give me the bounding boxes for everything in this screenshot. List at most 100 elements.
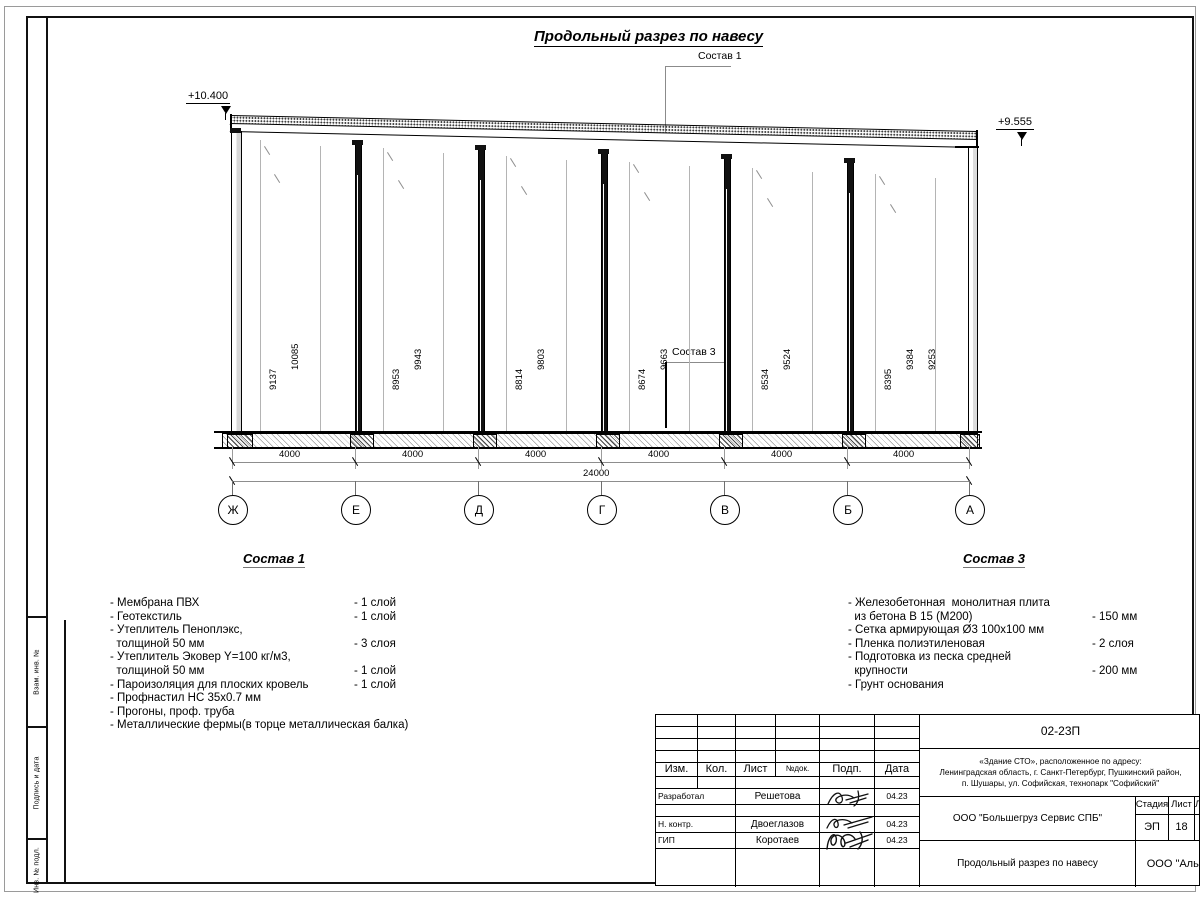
column-cap-d — [475, 145, 486, 150]
axis-bubble-zh[interactable]: Ж — [218, 495, 248, 525]
bay-ext-line-1 — [232, 447, 233, 469]
tb-role-name-2: Коротаев — [736, 833, 820, 849]
height-dim-7: 8674 — [637, 368, 648, 390]
ground-line-top — [214, 431, 982, 433]
margin-block-inv: Инв. № подл. — [26, 838, 48, 900]
spec-row: толщиной 50 мм - 3 слоя — [110, 638, 550, 652]
tb-role-spacer-3-c1 — [656, 849, 736, 887]
height-dim-10: 9524 — [782, 348, 793, 370]
height-dim-5: 8814 — [514, 368, 525, 390]
axis-bubble-b[interactable]: Б — [833, 495, 863, 525]
column-axis-zh — [231, 131, 242, 431]
tb-role-label-2: ГИП — [656, 833, 736, 849]
spec-item-text: - Прогоны, проф. труба — [110, 705, 235, 718]
spec-row: - Железобетонная монолитная плита — [848, 597, 1178, 611]
axis-bubble-e[interactable]: Е — [341, 495, 371, 525]
bay-dim-label-6: 4000 — [893, 449, 915, 460]
axis-bubble-d[interactable]: Д — [464, 495, 494, 525]
tb-role-spacer-1-c1 — [656, 777, 698, 789]
leader-line-sostav1-horizontal — [665, 66, 731, 67]
spec-item-text: - Пароизоляция для плоских кровель — [110, 678, 309, 691]
tb-blank-r4c5 — [820, 751, 875, 763]
leader-line-sostav1-vertical — [665, 66, 666, 138]
bay-tie-10 — [812, 172, 813, 432]
height-dim-3: 8953 — [391, 368, 402, 390]
tb-object-description: «Здание СТО», расположенное по адресу: Л… — [920, 749, 1200, 797]
axis-bubble-v[interactable]: В — [710, 495, 740, 525]
tb-blank-r2c6 — [875, 727, 920, 739]
spec-row: крупности - 200 мм — [848, 665, 1178, 679]
bay-tie-12 — [935, 178, 936, 432]
column-cap-g — [598, 149, 609, 154]
sostav1-spec-list: - Мембрана ПВХ - 1 слой - Геотекстиль - 1 с… — [110, 597, 550, 733]
spec-item-qty: - 1 слой — [354, 664, 397, 677]
axis-bubble-a[interactable]: А — [955, 495, 985, 525]
margin-block-vzam: Взам. инв. № — [26, 616, 48, 726]
spec-row: - Подготовка из песка средней — [848, 651, 1178, 665]
elevation-arrow-high — [221, 106, 231, 114]
sostav3-heading: Состав 3 — [963, 551, 1026, 568]
spec-item-text: - Геотекстиль — [110, 610, 182, 623]
tb-object-line-2: Ленинградская область, г. Санкт-Петербур… — [939, 767, 1182, 777]
tb-blank-r3c5 — [820, 739, 875, 751]
title-block: Изм. Кол. Лист №док. Подп. Дата Разработ… — [655, 714, 1200, 887]
tb-blank-r1c6 — [875, 715, 920, 727]
tb-col-header-podp: Подп. — [820, 763, 875, 777]
tb-blank-r2c5 — [820, 727, 875, 739]
column-axis-v — [724, 157, 731, 431]
tb-role-spacer-3-c3 — [736, 849, 820, 887]
axis-stem-zh — [232, 481, 233, 495]
footing-e — [350, 434, 374, 448]
spec-row: - Пароизоляция для плоских кровель - 1 сл… — [110, 679, 550, 693]
tb-blank-r4c6 — [875, 751, 920, 763]
tb-blank-r4c2 — [698, 751, 736, 763]
bay-ext-line-3 — [478, 447, 479, 469]
roof-right-edge-trim — [955, 146, 979, 148]
tb-blank-r1c4 — [776, 715, 820, 727]
spec-item-qty: - 150 мм — [1092, 610, 1138, 623]
axis-bubble-g[interactable]: Г — [587, 495, 617, 525]
axis-bubble-label-d: Д — [474, 503, 484, 517]
tb-sheet-value: 18 — [1169, 815, 1195, 841]
spec-row: - Металлические фермы(в торце металличес… — [110, 719, 550, 733]
column-web-e — [357, 175, 359, 431]
bay-tie-8 — [689, 166, 690, 432]
overall-dimension-line — [232, 481, 969, 482]
spec-row: из бетона В 15 (М200) - 150 мм — [848, 611, 1178, 625]
leader-line-sostav3-vertical — [665, 362, 667, 428]
bay-ext-line-7 — [969, 447, 970, 469]
tb-blank-r3c3 — [736, 739, 776, 751]
tb-blank-r1c2 — [698, 715, 736, 727]
tb-object-line-1: «Здание СТО», расположенное по адресу: — [979, 756, 1142, 766]
bay-tie-4 — [443, 153, 444, 432]
tb-role-signature-1 — [820, 817, 875, 833]
tb-sheet-header: Лист — [1169, 797, 1195, 815]
height-dim-9: 8534 — [760, 368, 771, 390]
tb-company: ООО "Большегруз Сервис СПБ" — [920, 797, 1136, 841]
spec-row: - Утеплитель Пеноплэкс, — [110, 624, 550, 638]
footing-v — [719, 434, 743, 448]
axis-stem-a — [969, 481, 970, 495]
height-dim-8: 9663 — [659, 348, 670, 370]
tb-blank-r2c2 — [698, 727, 736, 739]
tb-role-spacer-2-c3 — [736, 805, 820, 817]
spec-item-text: - Железобетонная монолитная плита — [848, 597, 1050, 609]
tb-col-header-list: Лист — [736, 763, 776, 777]
tb-sheet-title: Продольный разрез по навесу — [920, 841, 1136, 887]
spec-item-text: - Мембрана ПВХ — [110, 597, 200, 609]
tb-blank-r2c1 — [656, 727, 698, 739]
spec-item-text: толщиной 50 мм — [110, 664, 205, 677]
tb-col-header-kol: Кол. — [698, 763, 736, 777]
spec-row: - Утеплитель Эковер Y=100 кг/м3, — [110, 651, 550, 665]
spec-row: - Мембрана ПВХ - 1 слой — [110, 597, 550, 611]
spec-row: - Геотекстиль - 1 слой — [110, 611, 550, 625]
margin-label-podpis: Подпись и дата — [33, 756, 41, 810]
column-cap-zh — [230, 128, 241, 133]
roof-left-end-cap — [230, 114, 232, 131]
column-cap-v — [721, 154, 732, 159]
column-axis-b — [847, 161, 854, 431]
height-dim-12: 9384 — [905, 348, 916, 370]
spec-item-qty: - 1 слой — [354, 678, 397, 691]
tb-blank-r4c3 — [736, 751, 776, 763]
tb-role-spacer-1-c3 — [736, 777, 820, 789]
